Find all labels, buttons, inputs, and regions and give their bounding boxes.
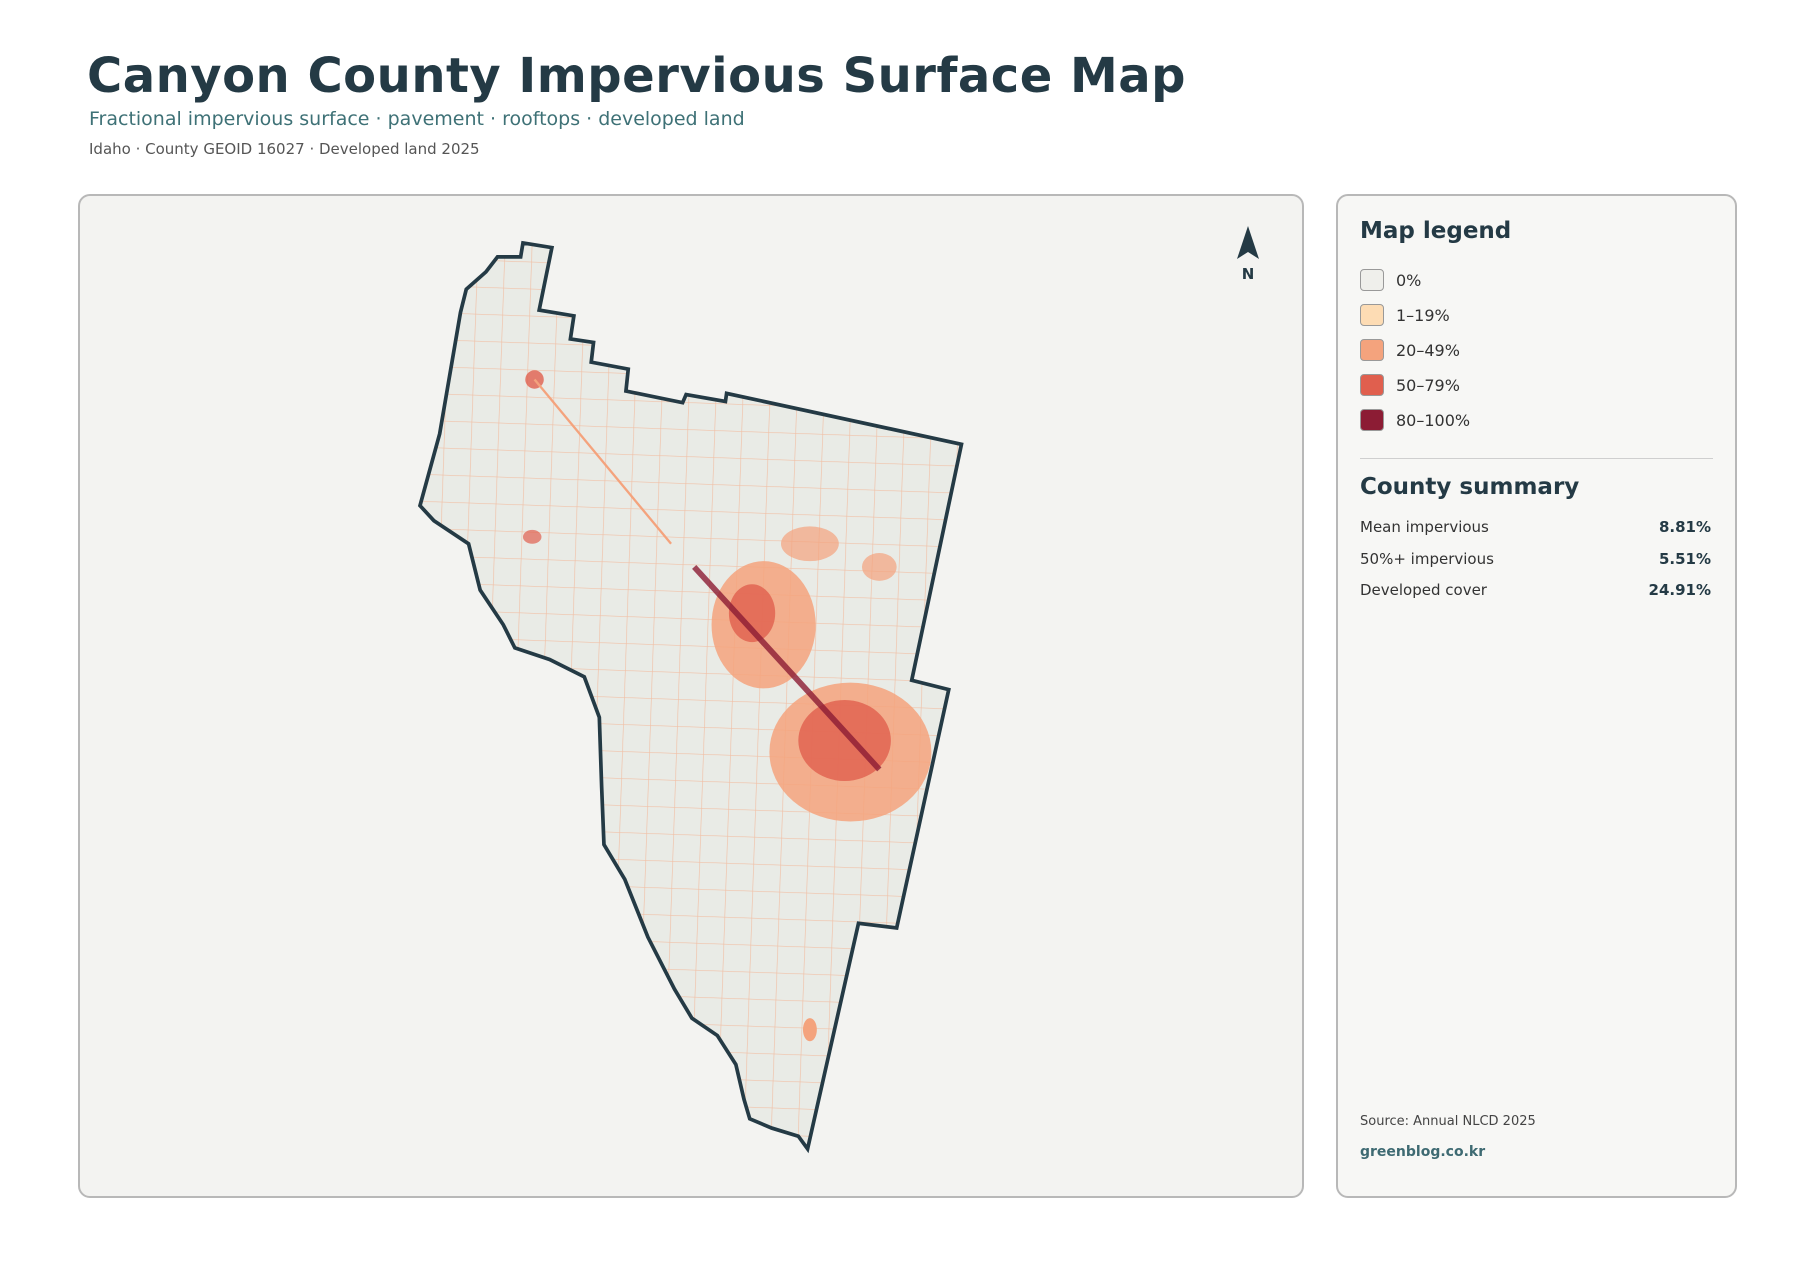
summary-value: 5.51%: [1658, 549, 1711, 568]
map: N: [418, 226, 1259, 1151]
site: greenblog.co.kr: [1360, 1144, 1486, 1160]
legend-item: 20–49%: [1360, 338, 1460, 362]
north-label: N: [1242, 265, 1255, 283]
summary-value: 8.81%: [1658, 518, 1711, 536]
map-meta: Idaho · County GEOID 16027 · Developed l…: [89, 140, 480, 158]
legend-label: 1–19%: [1396, 305, 1450, 325]
legend-swatch: [1360, 339, 1384, 361]
legend-label: 50–79%: [1396, 375, 1460, 395]
summary-row: Mean impervious 8.81%: [1360, 518, 1711, 536]
divider: [1360, 458, 1713, 459]
legend-item: 0%: [1360, 268, 1421, 292]
source: Source: Annual NLCD 2025: [1360, 1114, 1536, 1129]
county-fill: [419, 242, 962, 1149]
north-arrow: [1237, 226, 1259, 259]
legend-label: 0%: [1396, 270, 1422, 290]
legend-swatch: [1360, 409, 1384, 431]
legend-item: 50–79%: [1360, 373, 1460, 397]
summary-value: 24.91%: [1648, 581, 1711, 599]
summary-title: County summary: [1360, 474, 1580, 500]
legend-swatch: [1360, 304, 1384, 326]
summary-label: 50%+ impervious: [1360, 549, 1494, 568]
legend-item: 1–19%: [1360, 303, 1450, 327]
summary-row: Developed cover 24.91%: [1360, 581, 1711, 599]
map-subtitle: Fractional impervious surface · pavement…: [89, 108, 745, 130]
summary-row: 50%+ impervious 5.51%: [1360, 550, 1711, 568]
legend-label: 20–49%: [1396, 340, 1460, 360]
map-title: Canyon County Impervious Surface Map: [87, 48, 1186, 104]
legend-title: Map legend: [1360, 218, 1512, 244]
map-panel: N: [78, 194, 1304, 1198]
summary-label: Mean impervious: [1360, 518, 1489, 536]
legend-panel: Map legend 0% 1–19% 20–49% 50–79% 80–100% Co…: [1336, 194, 1737, 1198]
legend-item: 80–100%: [1360, 408, 1470, 432]
legend-swatch: [1360, 269, 1384, 291]
summary-label: Developed cover: [1360, 581, 1487, 599]
legend-label: 80–100%: [1396, 410, 1471, 430]
legend-swatch: [1360, 374, 1384, 396]
